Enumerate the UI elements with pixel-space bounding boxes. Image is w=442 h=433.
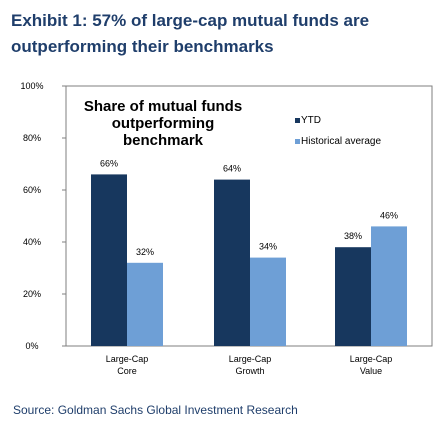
chart-title-line: Share of mutual funds (84, 98, 242, 115)
bar-ytd-0 (91, 174, 127, 346)
bar-value-label: 38% (344, 231, 362, 241)
category-label: Core (117, 366, 137, 376)
category-label: Value (360, 366, 382, 376)
legend-swatch-0 (295, 118, 300, 123)
y-tick-label: 100% (20, 81, 43, 91)
y-tick-label: 80% (23, 133, 41, 143)
chart-title-line: benchmark (123, 132, 204, 149)
exhibit-title: Exhibit 1: 57% of large-cap mutual funds… (11, 11, 370, 56)
category-label: Growth (235, 366, 264, 376)
bar-ytd-2 (335, 247, 371, 346)
source-note: Source: Goldman Sachs Global Investment … (13, 403, 298, 417)
category-label: Large-Cap (350, 354, 393, 364)
legend-swatch-1 (295, 139, 300, 144)
bar-value-label: 46% (380, 210, 398, 220)
bar-historical-0 (127, 262, 163, 346)
y-tick-label: 0% (25, 341, 38, 351)
legend-label-0: YTD (301, 115, 321, 126)
bar-historical-2 (371, 226, 407, 346)
y-tick-label: 40% (23, 237, 41, 247)
chart-title-line: outperforming (112, 115, 215, 132)
category-label: Large-Cap (229, 354, 272, 364)
category-label: Large-Cap (106, 354, 149, 364)
bar-value-label: 34% (259, 242, 277, 252)
bar-value-label: 64% (223, 164, 241, 174)
y-tick-label: 20% (23, 289, 41, 299)
bar-historical-1 (250, 257, 286, 346)
legend-label-1: Historical average (301, 136, 381, 147)
bar-value-label: 32% (136, 247, 154, 257)
bar-value-label: 66% (100, 158, 118, 168)
bar-ytd-1 (214, 179, 250, 346)
y-tick-label: 60% (23, 185, 41, 195)
